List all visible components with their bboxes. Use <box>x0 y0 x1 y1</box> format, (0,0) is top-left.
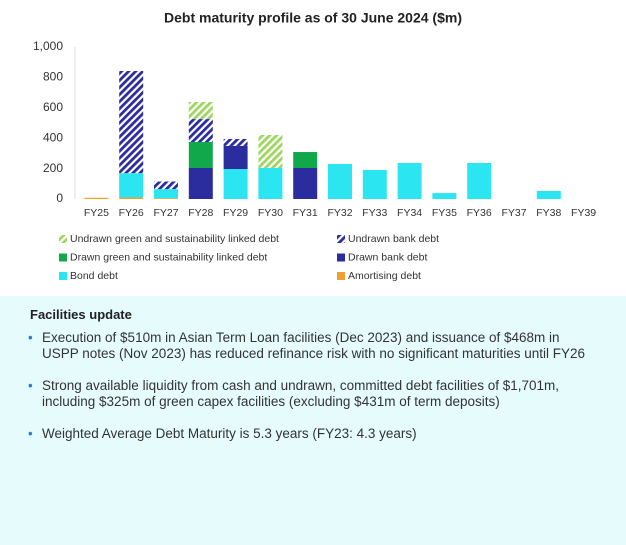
chart: Debt maturity profile as of 30 June 2024… <box>33 10 596 282</box>
y-tick-label: 0 <box>56 191 63 205</box>
x-tick-label: FY27 <box>153 207 178 219</box>
bar-segment <box>223 138 248 146</box>
bullet-list: Execution of $510m in Asian Term Loan fa… <box>22 330 592 458</box>
legend-swatch <box>337 235 345 243</box>
x-tick-label: FY29 <box>223 207 248 219</box>
y-tick-label: 400 <box>43 130 63 144</box>
legend-label: Undrawn green and sustainability linked … <box>70 233 279 245</box>
legend-swatch <box>59 272 67 280</box>
bar-segment <box>293 152 318 168</box>
bar-segment <box>154 198 178 199</box>
bar-segment <box>258 167 283 199</box>
bar-segment <box>188 167 213 199</box>
bullet: Strong available liquidity from cash and… <box>28 378 592 410</box>
legend-label: Amortising debt <box>348 270 421 282</box>
y-tick-label: 600 <box>43 100 63 114</box>
bar-segment <box>397 162 422 199</box>
y-tick-label: 1,000 <box>33 39 63 53</box>
y-tick-label: 200 <box>43 161 63 175</box>
legend-label: Drawn green and sustainability linked de… <box>70 251 267 263</box>
legend-swatch <box>337 253 345 262</box>
x-tick-label: FY32 <box>327 207 352 219</box>
x-tick-label: FY26 <box>119 207 144 219</box>
legend-label: Undrawn bank debt <box>348 233 439 245</box>
legend-label: Bond debt <box>70 270 118 282</box>
bar-segment <box>119 173 144 198</box>
bar-segment <box>154 181 178 190</box>
bar-segment <box>119 71 144 174</box>
y-tick-label: 800 <box>43 70 63 84</box>
bar-segment <box>432 193 457 199</box>
bar-segment <box>223 145 248 170</box>
x-tick-label: FY35 <box>432 207 457 219</box>
bar-segment <box>119 197 144 199</box>
bar-segment <box>84 197 109 199</box>
bar-segment <box>328 164 352 199</box>
bar-segment <box>293 167 318 199</box>
x-tick-label: FY25 <box>84 207 109 219</box>
x-tick-label: FY37 <box>501 207 526 219</box>
bar-segment <box>188 102 213 120</box>
legend-swatch <box>59 253 67 262</box>
legend-swatch <box>59 235 67 243</box>
legend-swatch <box>337 272 345 280</box>
x-tick-label: FY38 <box>536 207 561 219</box>
bar-segment <box>258 135 283 168</box>
x-tick-label: FY30 <box>258 207 283 219</box>
bar-segment <box>536 190 561 199</box>
bar-segment <box>188 142 213 168</box>
facilities-panel: Facilities update Execution of $510m in … <box>0 296 626 545</box>
bar-segment <box>154 189 178 199</box>
panel-title: Facilities update <box>30 307 132 322</box>
x-tick-label: FY39 <box>571 207 596 219</box>
bullet: Execution of $510m in Asian Term Loan fa… <box>28 330 592 362</box>
x-tick-label: FY33 <box>362 207 387 219</box>
x-tick-label: FY28 <box>188 207 213 219</box>
x-tick-label: FY31 <box>293 207 318 219</box>
chart-title: Debt maturity profile as of 30 June 2024… <box>164 10 462 26</box>
bar-segment <box>467 162 492 199</box>
x-tick-label: FY36 <box>467 207 492 219</box>
legend-label: Drawn bank debt <box>348 251 427 263</box>
x-tick-label: FY34 <box>397 207 422 219</box>
bar-segment <box>223 169 248 199</box>
bullet: Weighted Average Debt Maturity is 5.3 ye… <box>28 426 592 442</box>
bar-segment <box>188 119 213 142</box>
bar-segment <box>362 169 387 199</box>
